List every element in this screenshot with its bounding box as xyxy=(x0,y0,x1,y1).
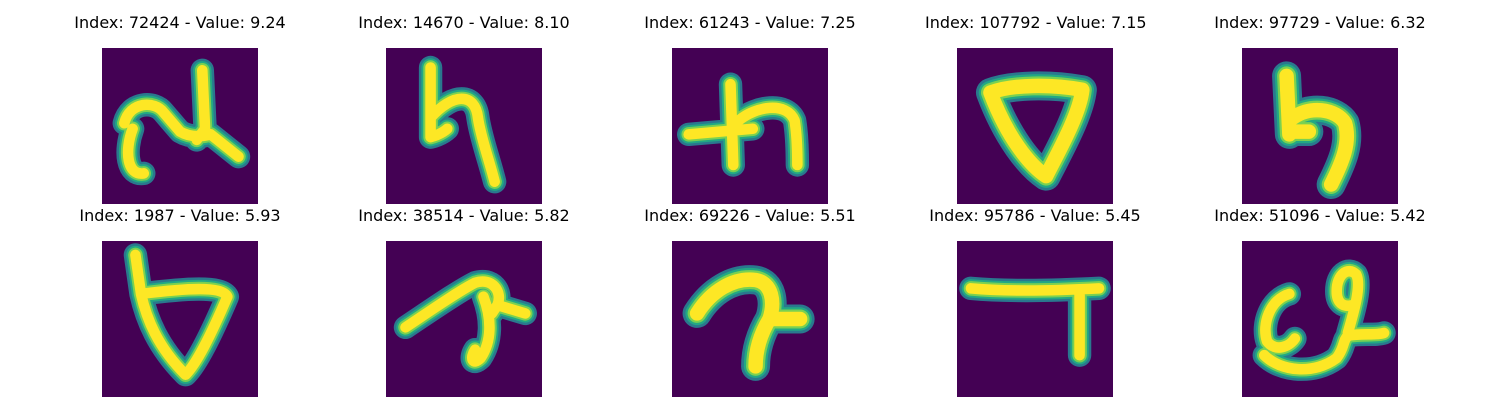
panel-title: Index: 97729 - Value: 6.32 xyxy=(1214,13,1426,32)
panel-title: Index: 51096 - Value: 5.42 xyxy=(1214,206,1426,225)
glyph-image xyxy=(386,241,542,397)
glyph-image xyxy=(1242,241,1398,397)
glyph-image xyxy=(102,48,258,204)
glyph-panel: Index: 61243 - Value: 7.25 xyxy=(640,12,860,204)
glyph-panel: Index: 51096 - Value: 5.42 xyxy=(1210,205,1430,397)
panel-title: Index: 95786 - Value: 5.45 xyxy=(929,206,1141,225)
glyph-image xyxy=(957,48,1113,204)
glyph-panel: Index: 38514 - Value: 5.82 xyxy=(354,205,574,397)
panel-title: Index: 38514 - Value: 5.82 xyxy=(358,206,570,225)
panel-title: Index: 14670 - Value: 8.10 xyxy=(358,13,570,32)
glyph-panel: Index: 72424 - Value: 9.24 xyxy=(70,12,290,204)
glyph-image xyxy=(386,48,542,204)
glyph-image xyxy=(102,241,258,397)
glyph-image xyxy=(957,241,1113,397)
glyph-image xyxy=(672,48,828,204)
glyph-panel: Index: 69226 - Value: 5.51 xyxy=(640,205,860,397)
glyph-panel: Index: 14670 - Value: 8.10 xyxy=(354,12,574,204)
glyph-image xyxy=(1242,48,1398,204)
glyph-panel: Index: 107792 - Value: 7.15 xyxy=(925,12,1147,204)
glyph-image xyxy=(672,241,828,397)
panel-title: Index: 1987 - Value: 5.93 xyxy=(79,206,281,225)
panel-title: Index: 72424 - Value: 9.24 xyxy=(74,13,286,32)
panel-title: Index: 69226 - Value: 5.51 xyxy=(644,206,856,225)
panel-title: Index: 107792 - Value: 7.15 xyxy=(925,13,1147,32)
glyph-panel: Index: 1987 - Value: 5.93 xyxy=(70,205,290,397)
panel-title: Index: 61243 - Value: 7.25 xyxy=(644,13,856,32)
glyph-panel: Index: 95786 - Value: 5.45 xyxy=(925,205,1145,397)
glyph-panel: Index: 97729 - Value: 6.32 xyxy=(1210,12,1430,204)
